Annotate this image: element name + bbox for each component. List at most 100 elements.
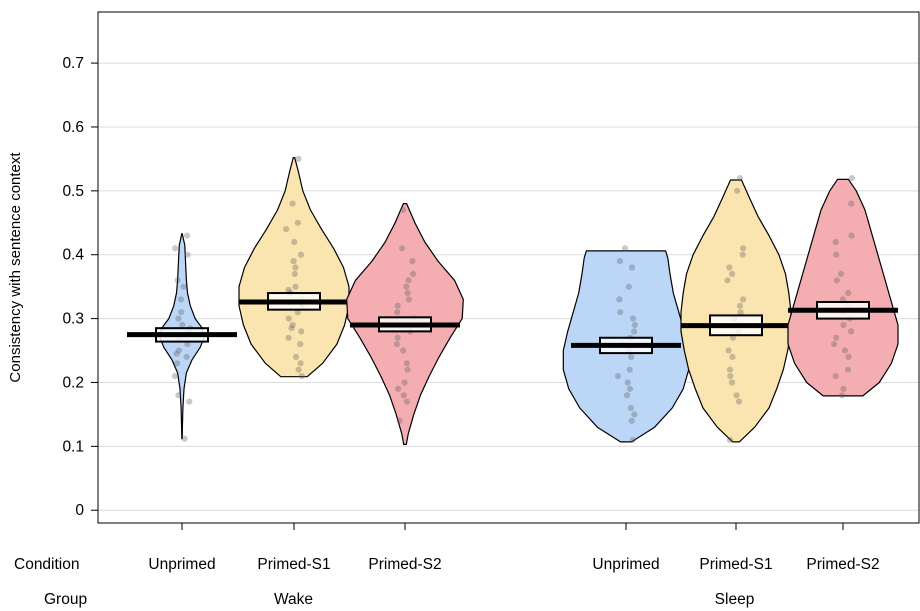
data-point xyxy=(285,334,292,341)
data-point xyxy=(404,289,411,297)
data-point xyxy=(729,353,736,360)
data-point xyxy=(178,309,185,316)
data-point xyxy=(289,200,296,207)
data-point xyxy=(297,341,304,348)
data-point xyxy=(631,321,639,329)
data-point xyxy=(832,373,839,380)
data-point xyxy=(186,398,193,405)
data-point xyxy=(292,264,299,271)
data-point xyxy=(298,373,305,380)
data-point xyxy=(728,379,736,386)
data-point xyxy=(833,277,840,284)
data-point xyxy=(839,296,847,303)
data-point xyxy=(394,302,401,309)
data-point xyxy=(400,347,407,354)
data-point xyxy=(172,245,179,252)
data-point xyxy=(288,325,295,332)
data-point xyxy=(848,175,856,182)
data-point xyxy=(726,264,733,271)
data-point xyxy=(840,321,847,329)
data-point xyxy=(395,385,402,392)
data-point xyxy=(174,277,181,284)
violin-sleep-primed-s2 xyxy=(787,175,899,399)
data-point xyxy=(298,328,305,335)
data-point xyxy=(628,417,635,424)
data-point xyxy=(614,373,622,380)
data-point xyxy=(740,245,747,252)
data-point xyxy=(838,392,846,399)
condition-label: Unprimed xyxy=(148,556,215,573)
data-point xyxy=(727,373,734,380)
data-point xyxy=(393,341,400,348)
data-point xyxy=(409,258,416,265)
violin-sleep-unprimed xyxy=(562,245,690,444)
data-point xyxy=(183,353,190,360)
data-point xyxy=(837,270,845,277)
data-point xyxy=(175,392,182,399)
data-point xyxy=(841,347,849,354)
data-point xyxy=(630,315,637,322)
data-point xyxy=(405,277,412,284)
data-point xyxy=(845,289,852,297)
condition-label: Primed-S1 xyxy=(257,556,330,573)
data-point xyxy=(616,296,623,303)
violin-shape xyxy=(680,179,792,443)
data-point xyxy=(292,353,300,360)
y-tick-label: 0.6 xyxy=(62,119,84,136)
data-point xyxy=(171,373,178,380)
data-point xyxy=(173,350,180,357)
condition-label: Unprimed xyxy=(592,556,659,573)
data-point xyxy=(626,385,634,392)
data-point xyxy=(831,341,838,348)
data-point xyxy=(624,392,631,399)
data-point xyxy=(396,417,403,424)
data-point xyxy=(626,366,633,373)
y-tick-label: 0.7 xyxy=(62,55,84,72)
data-point xyxy=(400,392,407,399)
data-point xyxy=(848,232,855,239)
data-point xyxy=(290,258,297,265)
data-point xyxy=(848,200,855,207)
data-point xyxy=(616,258,624,265)
data-point xyxy=(729,270,736,277)
y-tick-label: 0.5 xyxy=(62,183,84,200)
data-point xyxy=(183,232,191,239)
data-point xyxy=(174,360,181,367)
plot-frame xyxy=(97,11,920,524)
data-point xyxy=(291,238,298,246)
data-point xyxy=(405,296,412,303)
data-point xyxy=(297,360,304,367)
data-point xyxy=(628,353,635,360)
data-point xyxy=(184,251,191,258)
group-label-sleep: Sleep xyxy=(715,591,755,608)
data-point xyxy=(292,283,299,290)
data-point xyxy=(404,366,411,373)
data-point xyxy=(621,245,629,252)
y-axis-label: Consistency with sentence context xyxy=(7,152,24,383)
data-point xyxy=(625,283,632,290)
violin-wake-primed-s2 xyxy=(346,203,464,445)
data-point xyxy=(844,366,852,373)
data-point xyxy=(291,270,298,277)
data-point xyxy=(726,436,734,444)
data-point xyxy=(736,302,744,309)
data-point xyxy=(845,353,852,360)
data-point xyxy=(177,296,185,303)
data-point xyxy=(724,277,731,284)
data-point xyxy=(628,264,636,271)
condition-row-label: Condition xyxy=(14,556,80,573)
data-point xyxy=(734,187,741,194)
condition-label: Primed-S1 xyxy=(699,556,772,573)
data-point xyxy=(399,245,406,252)
data-point xyxy=(175,315,182,322)
data-point xyxy=(394,309,401,316)
x-axis: Wake Unprimed Primed-S1 Primed-S2 Sleep Unpri… xyxy=(148,523,880,608)
condition-label: Primed-S2 xyxy=(368,556,441,573)
data-point xyxy=(631,411,638,418)
data-point xyxy=(294,219,301,226)
data-point xyxy=(289,321,296,329)
data-point xyxy=(180,283,187,290)
data-point xyxy=(283,226,290,233)
group-row-label: Group xyxy=(44,591,87,608)
